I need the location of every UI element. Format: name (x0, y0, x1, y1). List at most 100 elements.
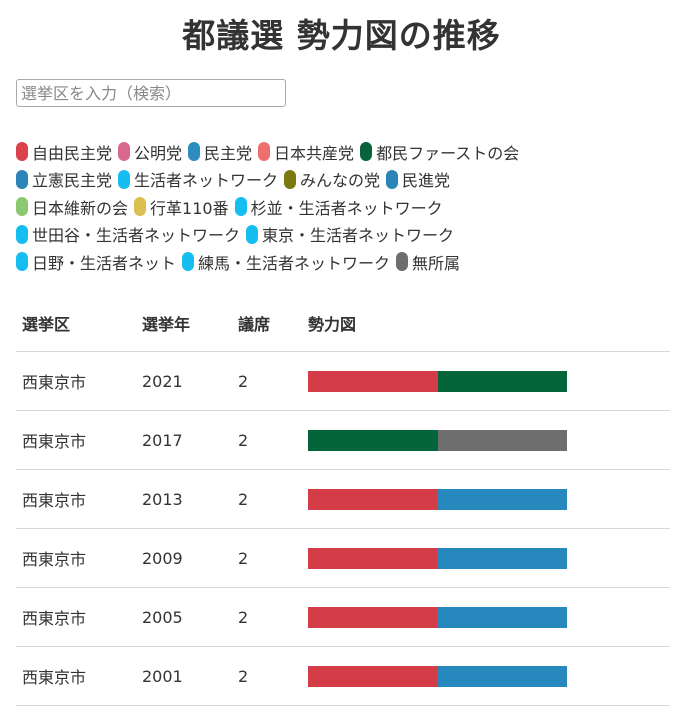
legend-swatch (182, 252, 195, 272)
legend-swatch (118, 169, 131, 189)
cell-district: 西東京市 (16, 528, 136, 588)
legend-item: 立憲民主党 (16, 167, 112, 191)
cell-power (302, 587, 670, 647)
legend-swatch (396, 252, 409, 272)
legend-label: 生活者ネットワーク (134, 171, 279, 191)
legend-label: 民主党 (204, 143, 253, 163)
seat-segment (437, 606, 567, 628)
legend-item: 日本維新の会 (16, 195, 128, 219)
cell-year: 2013 (136, 469, 232, 529)
table-header-row: 選挙区 選挙年 議席 勢力図 (16, 295, 670, 352)
power-bar (308, 370, 567, 392)
seat-segment (437, 429, 567, 451)
table-row: 西東京市 2005 2 (16, 587, 670, 647)
legend-swatch (16, 224, 28, 244)
power-bar (308, 429, 567, 451)
legend-swatch (134, 197, 147, 217)
legend-swatch (386, 169, 399, 189)
legend-label: 公明党 (134, 143, 183, 163)
table-row: 西東京市 2021 2 (16, 351, 670, 411)
legend-label: 自由民主党 (32, 143, 113, 163)
legend-swatch (360, 142, 373, 162)
legend-swatch (258, 142, 271, 162)
legend-swatch (284, 169, 297, 189)
legend-label: 日野・生活者ネット (32, 253, 177, 273)
seat-segment (437, 488, 567, 510)
legend-item: 生活者ネットワーク (118, 167, 278, 191)
legend-label: 民進党 (402, 171, 451, 191)
power-bar (308, 665, 567, 687)
cell-year: 2001 (136, 646, 232, 706)
legend-label: 無所属 (412, 253, 461, 273)
legend-item: 無所属 (396, 250, 460, 274)
legend-item: 行革110番 (134, 195, 229, 219)
cell-district: 西東京市 (16, 351, 136, 411)
legend-item: 民進党 (386, 167, 450, 191)
cell-district: 西東京市 (16, 587, 136, 647)
header-power: 勢力図 (302, 295, 670, 352)
legend-label: 杉並・生活者ネットワーク (250, 198, 443, 218)
cell-power (302, 646, 670, 706)
cell-year: 2017 (136, 410, 232, 470)
power-bar (308, 547, 567, 569)
cell-power (302, 351, 670, 411)
legend-row: 日野・生活者ネット 練馬・生活者ネットワーク 無所属 (16, 248, 666, 276)
legend-label: 日本共産党 (274, 143, 355, 163)
cell-district: 西東京市 (16, 410, 136, 470)
table-row: 西東京市 2013 2 (16, 469, 670, 529)
header-year: 選挙年 (136, 295, 232, 352)
legend-swatch (234, 197, 247, 217)
legend-swatch (246, 224, 259, 244)
seat-segment (437, 665, 567, 687)
legend-label: みんなの党 (300, 171, 381, 191)
header-seats: 議席 (232, 295, 302, 352)
cell-seats: 2 (232, 351, 302, 411)
legend-swatch (16, 142, 28, 162)
cell-district: 西東京市 (16, 469, 136, 529)
cell-power (302, 410, 670, 470)
legend-label: 東京・生活者ネットワーク (262, 226, 455, 246)
table-row: 西東京市 2009 2 (16, 528, 670, 588)
cell-power (302, 469, 670, 529)
search-input[interactable] (16, 79, 286, 107)
seat-segment (437, 370, 567, 392)
table-row: 西東京市 2017 2 (16, 410, 670, 470)
seat-segment (437, 547, 567, 569)
legend-item: 練馬・生活者ネットワーク (182, 250, 390, 274)
results-table: 選挙区 選挙年 議席 勢力図 西東京市 2021 2 西東京市 2017 2 西東京市 201… (16, 295, 670, 706)
legend-item: 世田谷・生活者ネットワーク (16, 222, 240, 246)
legend-swatch (16, 197, 28, 217)
legend-label: 世田谷・生活者ネットワーク (32, 226, 241, 246)
legend-label: 立憲民主党 (32, 171, 113, 191)
legend-label: 日本維新の会 (32, 198, 129, 218)
cell-district: 西東京市 (16, 646, 136, 706)
legend-item: 東京・生活者ネットワーク (246, 222, 454, 246)
legend-row: 世田谷・生活者ネットワーク 東京・生活者ネットワーク (16, 221, 666, 249)
legend-item: 日野・生活者ネット (16, 250, 176, 274)
legend-item: 自由民主党 (16, 140, 112, 164)
power-bar (308, 488, 567, 510)
seat-segment (308, 665, 438, 687)
table-body: 西東京市 2021 2 西東京市 2017 2 西東京市 2013 2 西東京市 2009 2 西東京市… (16, 351, 670, 706)
legend-label: 都民ファーストの会 (376, 143, 520, 163)
table-row: 西東京市 2001 2 (16, 646, 670, 706)
cell-seats: 2 (232, 587, 302, 647)
cell-seats: 2 (232, 410, 302, 470)
legend-item: 民主党 (188, 140, 252, 164)
cell-power (302, 528, 670, 588)
party-legend: 自由民主党 公明党 民主党 日本共産党 都民ファーストの会立憲民主党 生活者ネットワーク み… (16, 138, 666, 276)
cell-seats: 2 (232, 469, 302, 529)
legend-row: 日本維新の会 行革110番 杉並・生活者ネットワーク (16, 193, 666, 221)
cell-year: 2021 (136, 351, 232, 411)
legend-item: 都民ファーストの会 (360, 140, 519, 164)
legend-label: 行革110番 (150, 198, 229, 218)
cell-seats: 2 (232, 646, 302, 706)
seat-segment (308, 606, 438, 628)
legend-item: 日本共産党 (258, 140, 354, 164)
page-title: 都議選 勢力図の推移 (182, 16, 501, 55)
cell-year: 2009 (136, 528, 232, 588)
legend-swatch (118, 142, 131, 162)
seat-segment (308, 488, 438, 510)
power-bar (308, 606, 567, 628)
seat-segment (308, 547, 438, 569)
